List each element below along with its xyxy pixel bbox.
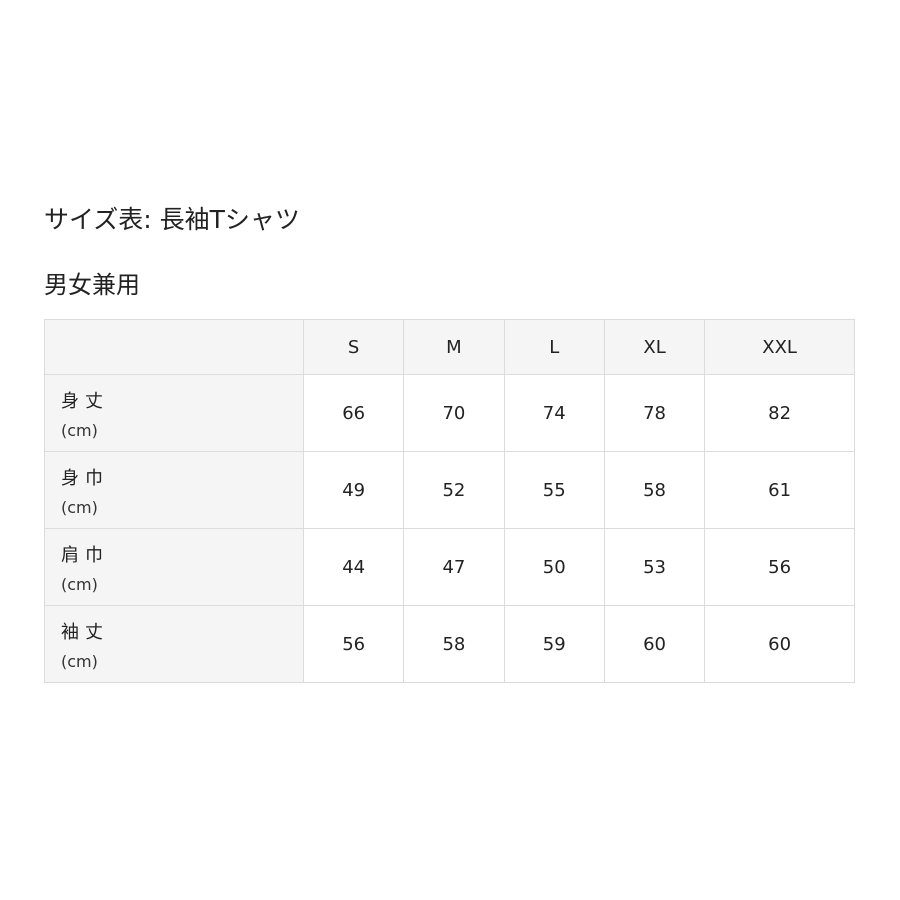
value-cell: 61: [704, 451, 855, 529]
row-unit: (cm): [61, 420, 98, 440]
size-header-xl: XL: [603, 319, 706, 375]
value-cell: 82: [704, 374, 855, 452]
row-unit: (cm): [61, 574, 98, 594]
row-label: 身巾: [61, 467, 109, 489]
row-label-cell: 身巾 (cm): [44, 451, 304, 529]
value-cell: 47: [403, 528, 505, 606]
value-cell: 49: [302, 451, 405, 529]
table-row: 袖丈 (cm) 56 58 59 60 60: [44, 605, 855, 683]
value-cell: 55: [503, 451, 605, 529]
value-cell: 58: [603, 451, 706, 529]
size-header-l: L: [503, 319, 605, 375]
value-cell: 50: [503, 528, 605, 606]
page-title: サイズ表: 長袖Tシャツ: [44, 205, 300, 234]
value-cell: 59: [503, 605, 605, 683]
header-blank-cell: [44, 319, 304, 375]
row-label: 袖丈: [61, 621, 109, 643]
size-header-xxl: XXL: [704, 319, 855, 375]
row-label-cell: 袖丈 (cm): [44, 605, 304, 683]
table-row: 身巾 (cm) 49 52 55 58 61: [44, 451, 855, 529]
row-unit: (cm): [61, 651, 98, 671]
row-unit: (cm): [61, 497, 98, 517]
table-row: 身丈 (cm) 66 70 74 78 82: [44, 374, 855, 452]
value-cell: 52: [403, 451, 505, 529]
value-cell: 74: [503, 374, 605, 452]
value-cell: 78: [603, 374, 706, 452]
value-cell: 56: [704, 528, 855, 606]
value-cell: 53: [603, 528, 706, 606]
size-header-s: S: [302, 319, 405, 375]
value-cell: 70: [403, 374, 505, 452]
value-cell: 56: [302, 605, 405, 683]
row-label-cell: 肩巾 (cm): [44, 528, 304, 606]
page-subtitle: 男女兼用: [44, 271, 140, 299]
row-label: 身丈: [61, 390, 109, 412]
value-cell: 66: [302, 374, 405, 452]
value-cell: 60: [603, 605, 706, 683]
value-cell: 44: [302, 528, 405, 606]
size-table: S M L XL XXL 身丈 (cm) 66 70 74 78 82 身巾 (cm) 49 52 55 58 6…: [44, 319, 855, 683]
value-cell: 58: [403, 605, 505, 683]
table-row: 肩巾 (cm) 44 47 50 53 56: [44, 528, 855, 606]
row-label: 肩巾: [61, 544, 109, 566]
value-cell: 60: [704, 605, 855, 683]
row-label-cell: 身丈 (cm): [44, 374, 304, 452]
header-row: S M L XL XXL: [44, 319, 855, 375]
size-header-m: M: [403, 319, 505, 375]
